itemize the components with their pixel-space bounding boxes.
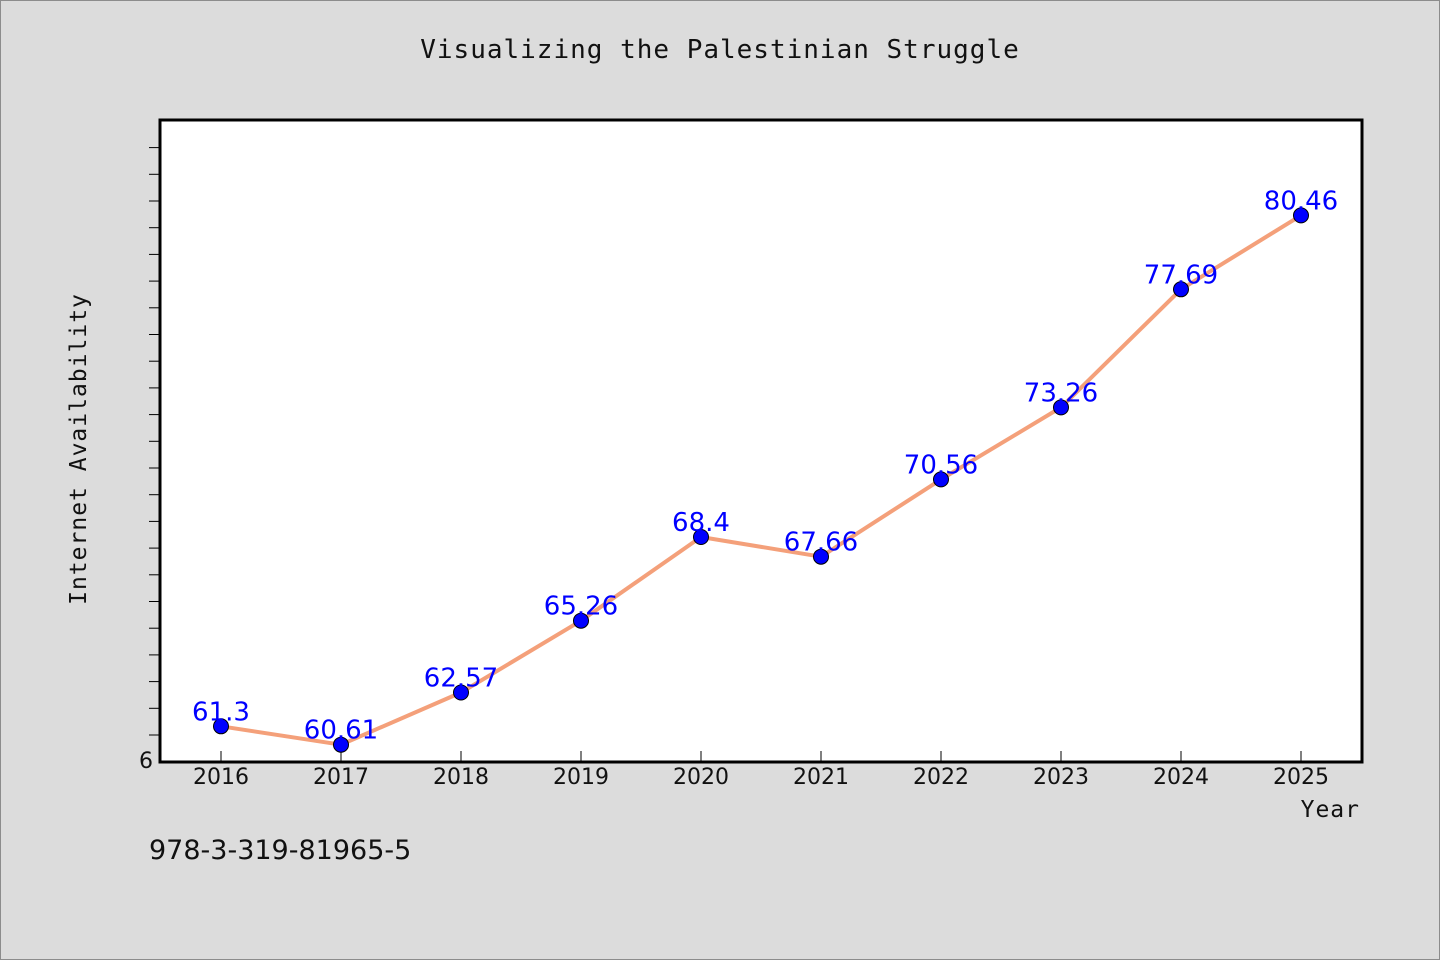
data-point <box>1053 399 1069 416</box>
x-tick-label: 2017 <box>313 765 369 790</box>
data-point <box>333 736 349 753</box>
x-tick-label: 2018 <box>433 765 489 790</box>
x-tick-label: 2021 <box>793 765 849 790</box>
data-label: 68.4 <box>672 508 730 538</box>
x-axis-label: Year <box>1301 797 1360 823</box>
data-label: 62.57 <box>424 664 498 694</box>
x-tick-label: 2022 <box>913 765 969 790</box>
data-point <box>933 471 949 488</box>
y-axis-ticks: 6 <box>139 147 161 774</box>
data-point <box>1173 281 1189 298</box>
data-label: 67.66 <box>784 528 858 558</box>
data-point <box>693 529 709 545</box>
series-line <box>219 213 1303 747</box>
data-point <box>453 684 469 701</box>
y-axis-label: Internet Availability <box>66 293 92 605</box>
y-tick-label: 6 <box>139 749 153 774</box>
data-label: 70.56 <box>904 450 978 480</box>
x-tick-label: 2025 <box>1273 765 1329 790</box>
data-label: 73.26 <box>1024 378 1098 408</box>
x-tick-label: 2024 <box>1153 765 1209 790</box>
x-tick-label: 2023 <box>1033 765 1089 790</box>
x-axis-ticks: 2016 2017 2018 2019 2020 2021 2022 2023 2024 2025 <box>193 751 1329 790</box>
data-label: 80.46 <box>1264 186 1338 216</box>
data-labels: 61.3 60.61 62.57 65.26 68.4 67.66 70.56 73.26 77… <box>192 186 1338 745</box>
data-point <box>1293 207 1309 224</box>
isbn-note: 978-3-319-81965-5 <box>149 835 412 866</box>
data-point <box>213 718 229 735</box>
series-layer <box>213 207 1309 753</box>
data-label: 61.3 <box>192 697 250 727</box>
x-tick-label: 2020 <box>673 765 729 790</box>
x-tick-label: 2019 <box>553 765 609 790</box>
chart-title: Visualizing the Palestinian Struggle <box>420 35 1020 65</box>
data-label: 60.61 <box>304 716 378 746</box>
data-point <box>813 548 829 565</box>
plot-area <box>158 118 1364 764</box>
x-tick-label: 2016 <box>193 765 249 790</box>
data-point <box>573 612 589 629</box>
data-label: 65.26 <box>544 592 618 622</box>
data-label: 77.69 <box>1144 260 1218 290</box>
